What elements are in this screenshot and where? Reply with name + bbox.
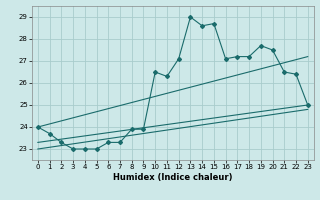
X-axis label: Humidex (Indice chaleur): Humidex (Indice chaleur) xyxy=(113,173,233,182)
